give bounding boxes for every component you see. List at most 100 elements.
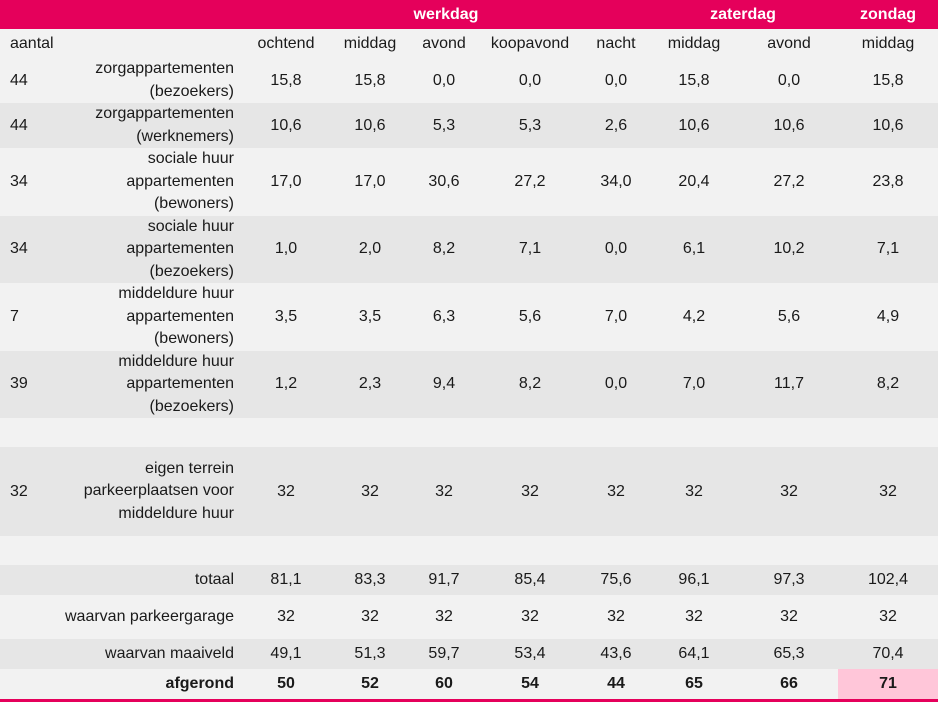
col-werkdag-middag: middag [328, 29, 412, 58]
value-cell: 32 [328, 595, 412, 639]
total-row: waarvan maaiveld 49,1 51,3 59,7 53,4 43,… [0, 639, 938, 669]
value-cell: 97,3 [740, 565, 839, 595]
value-cell: 17,0 [244, 148, 328, 216]
row-label: waarvan maaiveld [64, 639, 244, 669]
empty-cell [0, 565, 64, 595]
spacer-row [0, 418, 938, 447]
row-label: afgerond [64, 669, 244, 699]
value-cell: 32 [244, 447, 328, 536]
aantal-cell: 7 [0, 283, 64, 351]
value-cell: 96,1 [648, 565, 740, 595]
table-row: 44 zorgappartementen (werknemers) 10,6 1… [0, 103, 938, 148]
value-cell: 15,8 [838, 58, 938, 103]
value-cell: 70,4 [838, 639, 938, 669]
value-cell: 7,1 [838, 215, 938, 283]
value-cell: 50 [244, 669, 328, 699]
value-cell: 10,6 [740, 103, 839, 148]
value-cell: 10,2 [740, 215, 839, 283]
rounded-total-row: afgerond 50 52 60 54 44 65 66 71 [0, 669, 938, 699]
value-cell: 91,7 [412, 565, 476, 595]
value-cell: 8,2 [412, 215, 476, 283]
group-werkdag: werkdag [244, 0, 648, 29]
value-cell: 7,0 [584, 283, 648, 351]
table-row: 34 sociale huur appartementen (bewoners)… [0, 148, 938, 216]
value-cell: 32 [740, 595, 839, 639]
table-row: 44 zorgappartementen (bezoekers) 15,8 15… [0, 58, 938, 103]
value-cell: 51,3 [328, 639, 412, 669]
row-label: middeldure huur appartementen (bewoners) [64, 283, 244, 351]
empty-cell [0, 639, 64, 669]
value-cell: 9,4 [412, 350, 476, 418]
value-cell: 10,6 [838, 103, 938, 148]
value-cell: 3,5 [328, 283, 412, 351]
col-werkdag-ochtend: ochtend [244, 29, 328, 58]
value-cell: 81,1 [244, 565, 328, 595]
value-cell: 5,3 [476, 103, 584, 148]
row-label: sociale huur appartementen (bezoekers) [64, 215, 244, 283]
value-cell: 52 [328, 669, 412, 699]
value-cell: 10,6 [328, 103, 412, 148]
col-zaterdag-avond: avond [740, 29, 839, 58]
value-cell: 85,4 [476, 565, 584, 595]
value-cell: 0,0 [476, 58, 584, 103]
value-cell: 64,1 [648, 639, 740, 669]
aantal-cell: 34 [0, 148, 64, 216]
value-cell: 20,4 [648, 148, 740, 216]
value-cell: 75,6 [584, 565, 648, 595]
value-cell: 66 [740, 669, 839, 699]
value-cell: 32 [584, 447, 648, 536]
row-label: totaal [64, 565, 244, 595]
value-cell: 32 [244, 595, 328, 639]
value-cell: 65 [648, 669, 740, 699]
value-cell: 34,0 [584, 148, 648, 216]
value-cell: 30,6 [412, 148, 476, 216]
row-label: waarvan parkeergarage [64, 595, 244, 639]
value-cell: 32 [412, 447, 476, 536]
row-label: zorgappartementen (werknemers) [64, 103, 244, 148]
table-row: 7 middeldure huur appartementen (bewoner… [0, 283, 938, 351]
value-cell: 4,9 [838, 283, 938, 351]
table-row: 34 sociale huur appartementen (bezoekers… [0, 215, 938, 283]
value-cell: 5,6 [740, 283, 839, 351]
value-cell: 23,8 [838, 148, 938, 216]
value-cell: 59,7 [412, 639, 476, 669]
total-row: waarvan parkeergarage 32 32 32 32 32 32 … [0, 595, 938, 639]
value-cell: 0,0 [584, 350, 648, 418]
value-cell: 6,1 [648, 215, 740, 283]
empty-cell [0, 536, 938, 565]
value-cell: 7,1 [476, 215, 584, 283]
col-zondag-middag: middag [838, 29, 938, 58]
table-row: 39 middeldure huur appartementen (bezoek… [0, 350, 938, 418]
value-cell: 2,6 [584, 103, 648, 148]
value-cell: 2,0 [328, 215, 412, 283]
col-zaterdag-middag: middag [648, 29, 740, 58]
total-row: totaal 81,1 83,3 91,7 85,4 75,6 96,1 97,… [0, 565, 938, 595]
empty-cell [0, 595, 64, 639]
row-label: eigen terrein parkeerplaatsen voor midde… [64, 447, 244, 536]
value-cell: 32 [838, 447, 938, 536]
value-cell: 32 [740, 447, 839, 536]
row-label: zorgappartementen (bezoekers) [64, 58, 244, 103]
day-group-header: werkdag zaterdag zondag [0, 0, 938, 29]
value-cell: 11,7 [740, 350, 839, 418]
group-zondag: zondag [838, 0, 938, 29]
value-cell: 0,0 [584, 58, 648, 103]
value-cell: 43,6 [584, 639, 648, 669]
value-cell: 8,2 [476, 350, 584, 418]
col-werkdag-avond: avond [412, 29, 476, 58]
value-cell: 15,8 [648, 58, 740, 103]
value-cell: 32 [328, 447, 412, 536]
value-cell: 0,0 [740, 58, 839, 103]
column-header-row: aantal ochtend middag avond koopavond na… [0, 29, 938, 58]
value-cell: 102,4 [838, 565, 938, 595]
value-cell: 15,8 [328, 58, 412, 103]
row-label: sociale huur appartementen (bewoners) [64, 148, 244, 216]
value-cell: 10,6 [648, 103, 740, 148]
empty-cell [0, 669, 64, 699]
aantal-cell: 34 [0, 215, 64, 283]
col-aantal: aantal [0, 29, 64, 58]
empty-cell [0, 418, 938, 447]
value-cell: 15,8 [244, 58, 328, 103]
aantal-cell: 32 [0, 447, 64, 536]
